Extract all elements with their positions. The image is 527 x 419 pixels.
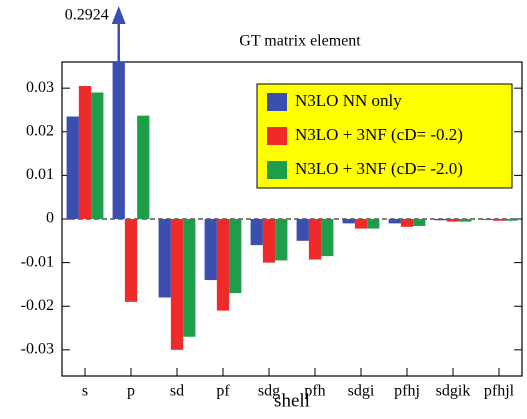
bar [446, 219, 460, 222]
bar [124, 219, 138, 302]
bar [367, 219, 380, 229]
y-tick-label: 0.02 [26, 122, 54, 139]
chart-title: GT matrix element [239, 33, 361, 50]
bar [492, 219, 506, 221]
x-axis-label: shell [274, 390, 310, 411]
legend-box [256, 83, 513, 189]
x-tick-label: pfhj [394, 383, 420, 400]
bar [91, 92, 104, 219]
bar [354, 219, 368, 229]
legend-label: N3LO NN only [295, 91, 402, 110]
bar [66, 116, 79, 219]
bar [137, 115, 150, 219]
bar [480, 219, 493, 220]
bar [158, 219, 171, 298]
legend-swatch [267, 93, 287, 111]
y-tick-label: -0.03 [21, 341, 54, 358]
x-tick-label: p [127, 383, 135, 400]
x-tick-label: sdgi [348, 383, 375, 400]
x-tick-label: pf [216, 383, 230, 400]
bar [250, 219, 263, 246]
bar [170, 219, 184, 350]
bar [400, 219, 414, 227]
bar [342, 219, 355, 224]
x-tick-label: sd [170, 383, 184, 400]
x-tick-label: sdg [258, 383, 280, 400]
legend-label: N3LO + 3NF (cD= -0.2) [295, 125, 463, 144]
bar [275, 219, 288, 261]
bar [505, 219, 518, 221]
bar [296, 219, 309, 241]
bar [183, 219, 196, 337]
legend-label: N3LO + 3NF (cD= -2.0) [295, 159, 463, 178]
overflow-arrow-head [111, 6, 126, 24]
x-tick-label: sdgik [436, 383, 471, 400]
bar [459, 219, 472, 222]
y-tick-label: 0 [46, 210, 54, 227]
bar [388, 219, 401, 224]
y-tick-label: -0.01 [21, 253, 54, 270]
bar [229, 219, 242, 294]
bar [216, 219, 230, 311]
x-tick-label: pfh [304, 383, 325, 400]
bar [262, 219, 276, 263]
bar [112, 62, 125, 219]
bar [308, 219, 322, 260]
x-tick-label: s [82, 383, 88, 400]
y-tick-label: -0.02 [21, 297, 54, 314]
y-tick-label: 0.03 [26, 79, 54, 96]
bar [321, 219, 334, 257]
bar [78, 85, 92, 219]
legend-swatch [267, 127, 287, 145]
x-tick-label: pfhjl [484, 383, 515, 400]
y-tick-label: 0.01 [26, 166, 54, 183]
bar [413, 219, 426, 226]
bar [434, 219, 447, 221]
value-label: 0.2924 [65, 7, 109, 24]
legend-swatch [267, 161, 287, 179]
bar [204, 219, 217, 281]
